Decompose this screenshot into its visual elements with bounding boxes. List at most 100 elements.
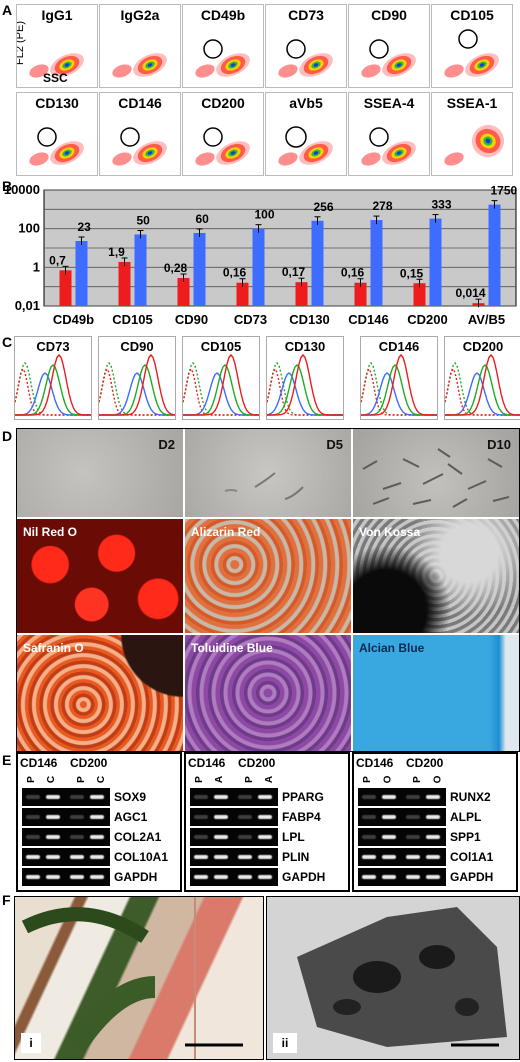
subpanel-label-i: i [21,1033,41,1053]
facs-marker-label: IgG1 [41,7,73,23]
bar [59,270,72,306]
panel-label-f: F [2,892,11,908]
histogram-curves [267,353,343,416]
gel-band [46,795,60,799]
stain-image-alcian-blue: Alcian Blue [353,635,519,751]
gel-band [406,835,420,839]
facs-plot: IgG1 FL2 (PE) SSC [16,4,98,88]
facs-plot: CD200 [182,92,264,176]
bar [75,241,88,306]
facs-marker-label: CD73 [288,7,324,23]
facs-marker-label: CD200 [201,95,245,111]
gel-band [238,835,252,839]
gene-label: COL2A1 [114,830,162,844]
gel-band [382,835,396,839]
gel-band [406,795,420,799]
gene-label: GAPDH [282,870,326,884]
gel-band [382,815,396,819]
gel-band [238,795,252,799]
stain-image-nil-red: Nil Red O [17,519,183,633]
x-category-label: CD73 [234,312,267,327]
gene-label: PLIN [282,850,310,864]
gel-band [194,835,208,839]
lane-label: C [96,775,108,784]
gel-band [238,855,252,859]
gel-group: CD146 CD200 P O P O RUNX2 ALPL SPP1 COl1A1 GAPDH [352,752,518,892]
gel-band [26,875,40,879]
cell-sketch [224,472,304,500]
timepoint-d2: D2 [158,437,175,452]
density-blob [361,39,416,78]
stain-label-nil-red: Nil Red O [23,525,78,539]
y-tick-label: 1 [33,259,40,274]
bar [429,218,442,306]
gel-band [214,875,228,879]
microct-sketch [297,907,507,1047]
gel-band [26,815,40,819]
cell-sketch [362,448,510,508]
gel-band [362,795,376,799]
gel-band [406,855,420,859]
data-label: 23 [78,220,92,234]
gel-band [214,815,228,819]
gel-band [70,835,84,839]
culture-image-d5: D5 [185,429,351,517]
facs-marker-label: IgG2a [120,7,160,23]
gel-band [426,815,440,819]
gel-band [362,815,376,819]
facs-plot: CD130 [16,92,98,176]
gel-band [258,815,272,819]
facs-marker-label: CD90 [371,7,407,23]
gel-band [90,795,104,799]
histogram-curves [15,353,91,416]
lane-label: P [361,776,373,783]
histology-image-i: i [14,896,264,1060]
gel-band [70,795,84,799]
stain-label-alizarin-red: Alizarin Red [191,525,261,539]
gel-band [194,815,208,819]
data-label: 0,16 [223,266,247,280]
facs-plot: SSEA-4 [348,92,430,176]
gene-label: AGC1 [114,810,148,824]
x-category-label: AV/B5 [468,312,505,327]
gel-lane-row [190,868,278,886]
bar [488,204,501,306]
bar [134,234,147,306]
histogram-plot: CD200 [444,336,520,420]
bar-chart: 10000 100 1 0,01 0,7 23 CD49b 1,9 50 CD105 0,28 60 C… [4,182,518,327]
panel-label-b: B [2,178,13,194]
density-blob [195,127,250,166]
lane-label: P [25,776,37,783]
gel-group: CD146 CD200 P A P A PPARG FABP4 LPL PLIN GAPDH [184,752,350,892]
histogram-marker-label: CD130 [284,339,326,354]
facs-marker-label: CD49b [200,7,246,23]
y-tick-label: 0,01 [15,298,40,313]
bar [295,282,308,306]
gene-label: SPP1 [450,830,481,844]
gene-label: GAPDH [450,870,494,884]
gel-band [70,875,84,879]
facs-plot: CD49b [182,4,264,88]
bar [177,278,190,306]
lane-label: C [46,775,58,784]
gel-band [90,875,104,879]
x-category-label: CD146 [348,312,388,327]
gel-band [426,835,440,839]
gene-label: COl1A1 [450,850,494,864]
histogram-plot: CD90 [98,336,176,420]
timepoint-d5: D5 [326,437,343,452]
microct-image-ii: ii [266,896,520,1060]
gel-band [426,855,440,859]
x-category-label: CD90 [175,312,208,327]
gel-lane-row [190,848,278,866]
gel-band [362,855,376,859]
facs-plot: CD105 [431,4,513,88]
panel-label-d: D [2,428,13,444]
panel-label-c: C [2,334,13,350]
density-blob [112,53,167,78]
x-category-label: CD105 [112,312,152,327]
lane-label: A [264,775,276,784]
gel-band [26,855,40,859]
y-tick-label: 10000 [4,182,40,197]
data-label: 100 [255,208,275,222]
